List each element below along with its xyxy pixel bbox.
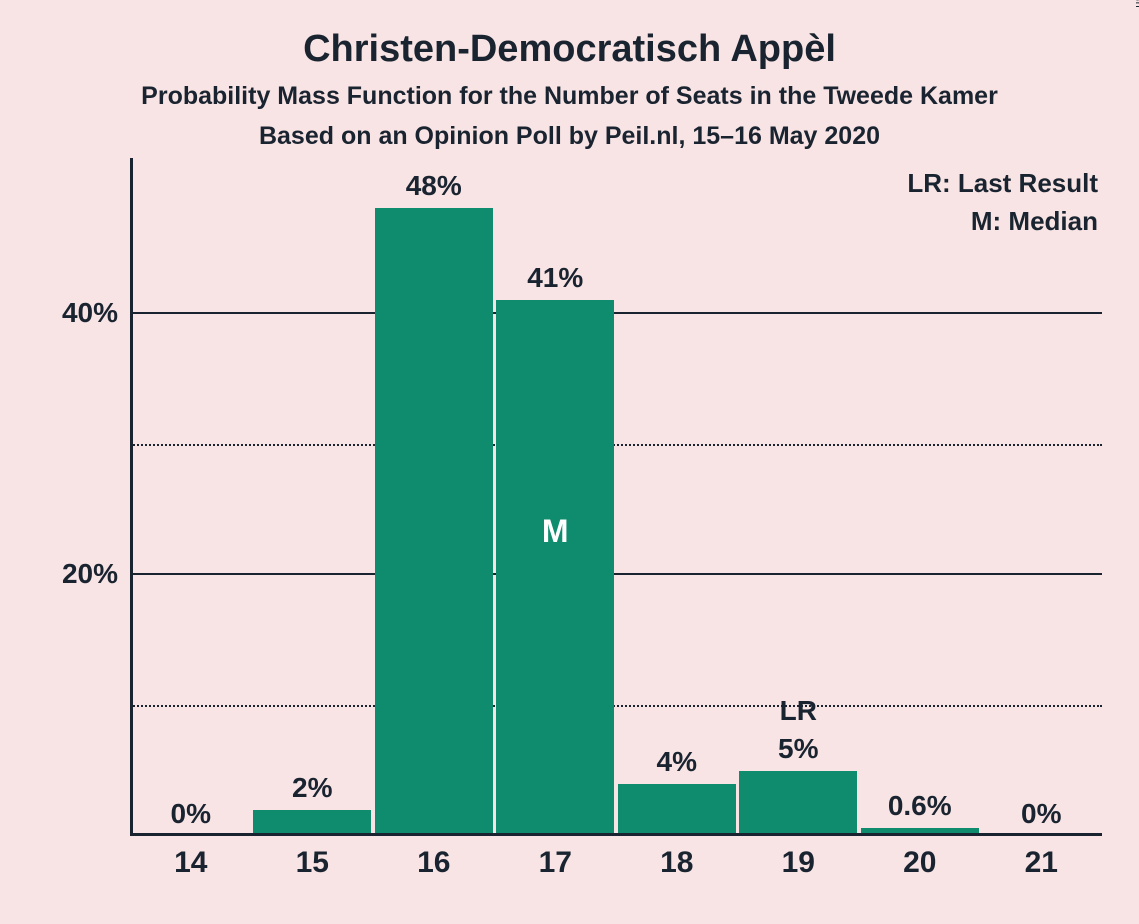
bar [618,784,736,836]
y-tick-label: 40% [0,297,118,329]
bar-value-label: 4% [616,746,737,778]
y-axis-line [130,158,133,836]
grid-minor [130,705,1102,707]
y-tick-label: 20% [0,558,118,590]
grid-major [130,312,1102,314]
x-tick-label: 15 [252,846,373,880]
chart-subtitle-2: Based on an Opinion Poll by Peil.nl, 15–… [0,122,1139,151]
bar-value-label: 48% [373,170,494,202]
x-tick-label: 17 [495,846,616,880]
x-axis-line [130,833,1102,836]
grid-minor [130,444,1102,446]
bar-value-label: 2% [252,772,373,804]
x-tick-label: 14 [130,846,251,880]
grid-major [130,573,1102,575]
median-marker: M [542,513,569,550]
x-tick-label: 16 [373,846,494,880]
bar [739,771,857,836]
bar-value-label: 0.6% [859,790,980,822]
x-tick-label: 18 [616,846,737,880]
bar-value-label: 41% [495,262,616,294]
legend-m: M: Median [971,206,1098,237]
credit-text: © 2020 Filip van Laenen [1133,0,1139,8]
legend-lr: LR: Last Result [907,168,1098,199]
x-tick-label: 21 [981,846,1102,880]
bar-value-label: 5% [738,733,859,765]
chart-subtitle-1: Probability Mass Function for the Number… [0,82,1139,111]
bar [496,300,614,836]
plot-area: 0%2%48%41%M4%LR5%0.6%0% 1415161718192021… [130,182,1102,836]
bar [375,208,493,836]
x-tick-label: 19 [738,846,859,880]
x-tick-label: 20 [859,846,980,880]
chart-title-main: Christen-Democratisch Appèl [0,28,1139,71]
bar-value-label: 0% [130,798,251,830]
bar-value-label: 0% [981,798,1102,830]
lr-marker: LR [780,695,817,727]
